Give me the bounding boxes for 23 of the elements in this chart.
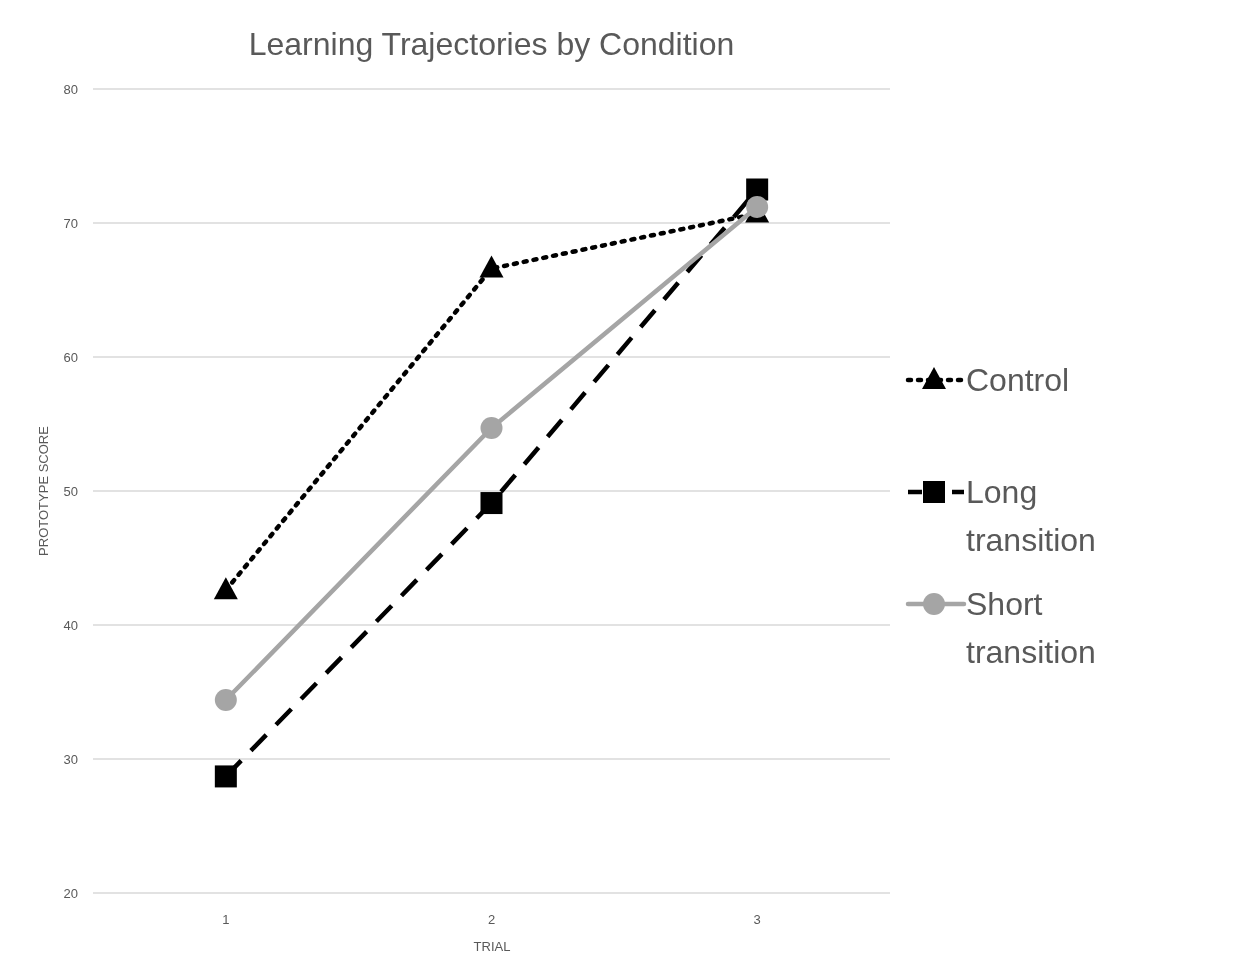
- x-axis-title: TRIAL: [473, 939, 511, 954]
- y-tick-label: 70: [63, 216, 78, 231]
- x-tick-label: 1: [222, 912, 230, 927]
- legend-label: Long transition: [966, 474, 1096, 558]
- y-tick-label: 20: [63, 886, 78, 901]
- point: [746, 195, 769, 218]
- point: [213, 577, 238, 600]
- y-tick-label: 60: [63, 350, 78, 365]
- y-tick-label: 40: [63, 618, 78, 633]
- y-tick-label: 30: [63, 752, 78, 767]
- y-axis-title: PROTOTYPE SCORE: [36, 425, 51, 556]
- y-tick-label: 80: [63, 82, 78, 97]
- x-tick-label: 3: [753, 912, 761, 927]
- point: [480, 417, 503, 440]
- point: [214, 765, 237, 788]
- legend-label: Short transition: [966, 586, 1096, 670]
- chart-title: Learning Trajectories by Condition: [248, 26, 735, 62]
- point: [480, 492, 503, 515]
- point: [214, 689, 237, 712]
- x-tick-label: 2: [487, 912, 496, 927]
- point: [479, 255, 504, 278]
- y-tick-label: 50: [63, 484, 78, 499]
- legend-label: Control: [966, 362, 1070, 398]
